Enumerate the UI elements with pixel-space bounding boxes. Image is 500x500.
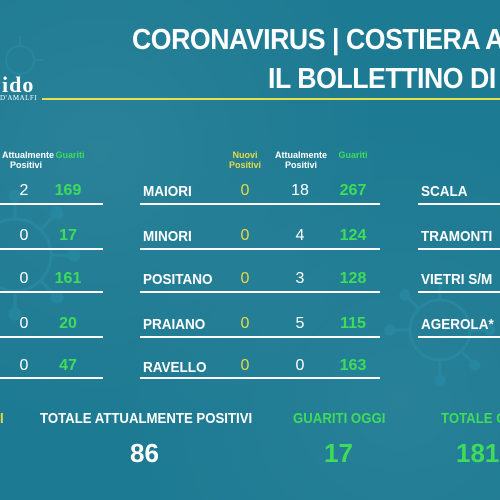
title-line-1: CORONAVIRUS | COSTIERA A <box>132 24 500 56</box>
title-line-2: IL BOLLETTINO DI <box>268 63 496 95</box>
mid-row-5-guariti: 163 <box>339 357 367 374</box>
town-name: MAIORI <box>143 183 192 200</box>
totale-g-value: 181 <box>456 438 500 468</box>
mid-row-4-guariti: 115 <box>340 315 366 332</box>
virus-icon-top-left <box>5 36 44 84</box>
header-mid-attualmente: Attualmente Positivi <box>274 150 327 170</box>
mid-row-3-attualmente: 3 <box>295 270 305 287</box>
town-name: VIETRI S/M <box>421 271 493 288</box>
mid-row-2-nuovi: 0 <box>240 227 250 244</box>
logo: ido <box>2 72 35 97</box>
row-divider <box>140 203 380 205</box>
mid-row-4-attualmente: 5 <box>295 315 305 332</box>
left-row-4-guariti: 20 <box>59 315 77 332</box>
mid-row-1-nuovi: 0 <box>240 182 250 199</box>
virus-icon-right <box>384 274 496 386</box>
mid-row-3-nuovi: 0 <box>240 270 250 287</box>
row-divider <box>418 248 500 250</box>
mid-row-3-guariti: 128 <box>339 270 367 287</box>
mid-row-1-attualmente: 18 <box>291 182 309 199</box>
title-underline <box>42 98 500 100</box>
left-row-3-guariti: 161 <box>54 270 82 287</box>
row-divider <box>140 336 380 338</box>
town-name: RAVELLO <box>143 359 207 376</box>
left-row-1-attualmente: 2 <box>19 182 29 199</box>
left-row-2-attualmente: 0 <box>19 227 29 244</box>
town-name: TRAMONTI <box>421 228 493 245</box>
row-divider <box>418 203 500 205</box>
mid-row-2-attualmente: 4 <box>295 227 305 244</box>
mid-row-5-attualmente: 0 <box>295 357 305 374</box>
row-divider <box>140 248 380 250</box>
row-divider <box>0 248 103 250</box>
guariti-oggi-value: 17 <box>324 438 353 468</box>
header-mid-guariti: Guariti <box>338 150 368 160</box>
row-divider <box>0 336 103 338</box>
town-name: AGEROLA* <box>421 316 494 333</box>
row-divider <box>140 377 380 379</box>
mid-row-1-guariti: 267 <box>339 182 367 199</box>
row-divider <box>140 291 380 293</box>
totals-left-fragment: I <box>0 410 4 427</box>
header-left-guariti: Guariti <box>55 150 85 160</box>
left-row-5-attualmente: 0 <box>19 357 29 374</box>
row-divider <box>418 291 500 293</box>
mid-row-4-nuovi: 0 <box>240 315 250 332</box>
row-divider <box>0 291 103 293</box>
town-name: SCALA <box>421 183 468 200</box>
totale-g-label: TOTALE G <box>441 410 500 427</box>
row-divider <box>418 336 500 338</box>
left-row-2-guariti: 17 <box>59 227 77 244</box>
virus-icon-left <box>0 189 81 321</box>
left-row-3-attualmente: 0 <box>19 270 29 287</box>
mid-row-2-guariti: 124 <box>339 227 367 244</box>
town-name: POSITANO <box>143 271 213 288</box>
row-divider <box>0 203 103 205</box>
guariti-oggi-label: GUARITI OGGI <box>293 410 386 427</box>
town-name: PRAIANO <box>143 316 206 333</box>
mid-row-5-nuovi: 0 <box>240 357 250 374</box>
left-row-4-attualmente: 0 <box>19 315 29 332</box>
header-left-attualmente: Attualmente Positivi <box>2 150 55 170</box>
row-divider <box>0 377 103 379</box>
header-nuovi-positivi: Nuovi Positivi <box>228 150 261 170</box>
left-row-5-guariti: 47 <box>59 357 77 374</box>
left-row-1-guariti: 169 <box>54 182 82 199</box>
totale-attualmente-value: 86 <box>130 438 159 468</box>
town-name: MINORI <box>143 228 192 245</box>
totale-attualmente-label: TOTALE ATTUALMENTE POSITIVI <box>40 410 253 427</box>
logo-subtitle: D'AMALFI <box>0 94 38 102</box>
